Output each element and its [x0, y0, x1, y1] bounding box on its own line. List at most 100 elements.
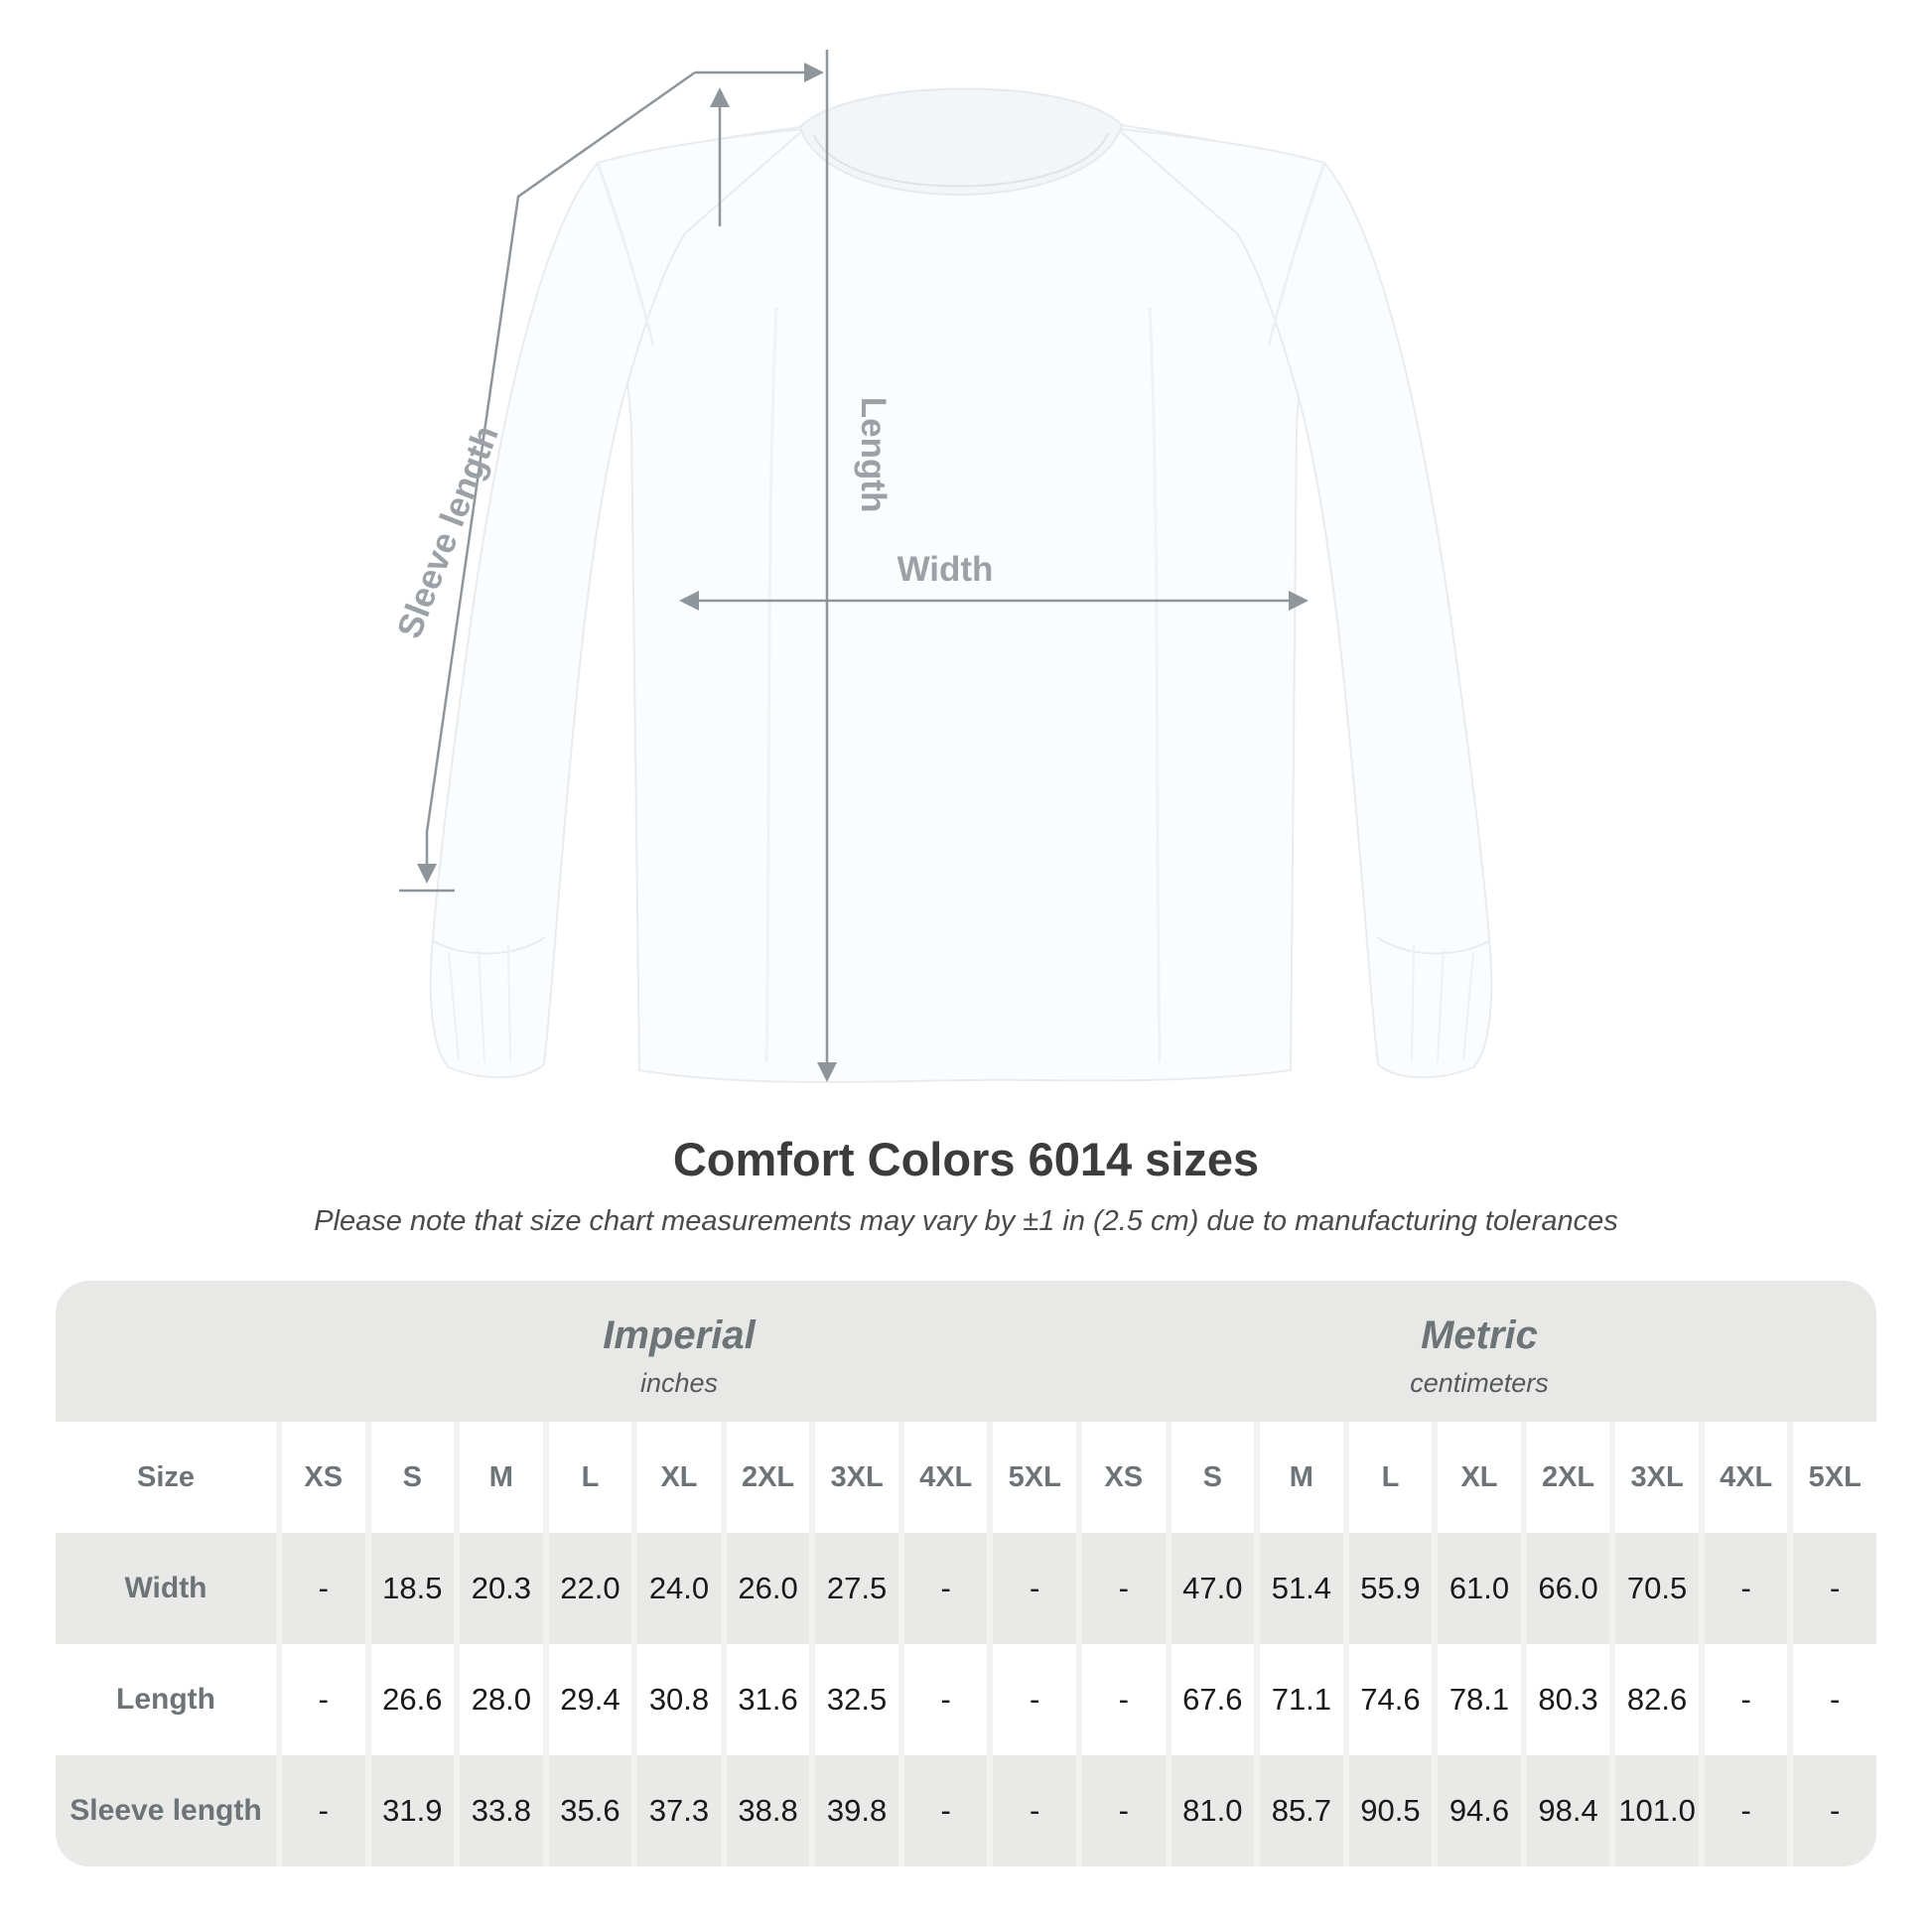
- value-cell: 38.8: [726, 1755, 810, 1866]
- size-header-cell: 3XL: [815, 1422, 898, 1533]
- left-cuff-gathers: [448, 944, 511, 1063]
- size-header-cell: XS: [1082, 1422, 1166, 1533]
- metric-group-header: Metric centimeters: [1082, 1281, 1876, 1422]
- shirt-illustration: Sleeve length Length Width: [390, 50, 1493, 1083]
- size-header-cell: L: [1348, 1422, 1433, 1533]
- value-cell: -: [282, 1533, 365, 1644]
- row-label: Length: [56, 1644, 276, 1755]
- right-armhole-seam: [1267, 162, 1326, 346]
- value-cell: -: [903, 1644, 988, 1755]
- metric-group-unit: centimeters: [1410, 1368, 1549, 1398]
- shirt-left-sleeve: [429, 127, 808, 1079]
- page-title: Comfort Colors 6014 sizes: [672, 1133, 1260, 1185]
- metric-group-name: Metric: [1421, 1313, 1538, 1357]
- value-cell: -: [903, 1755, 988, 1866]
- value-cell: 51.4: [1260, 1533, 1343, 1644]
- value-cell: 55.9: [1348, 1533, 1433, 1644]
- value-cell: -: [1704, 1644, 1788, 1755]
- value-cell: -: [1793, 1644, 1876, 1755]
- value-cell: 90.5: [1348, 1755, 1433, 1866]
- right-cuff-gathers: [1411, 944, 1474, 1063]
- size-header-cell: XL: [1438, 1422, 1521, 1533]
- arrowhead-down-sleeve: [417, 864, 437, 884]
- value-cell: 26.0: [726, 1533, 810, 1644]
- value-cell: 20.3: [460, 1533, 543, 1644]
- measurement-arrowheads: [417, 63, 1309, 1082]
- size-header-cell: 4XL: [1704, 1422, 1788, 1533]
- size-header-cell: 3XL: [1615, 1422, 1699, 1533]
- value-cell: -: [903, 1533, 988, 1644]
- value-cell: 94.6: [1438, 1755, 1521, 1866]
- value-cell: 27.5: [815, 1533, 898, 1644]
- size-header-cell: 5XL: [1793, 1422, 1876, 1533]
- shirt-right-sleeve: [1114, 127, 1493, 1079]
- size-header-cell: XS: [282, 1422, 365, 1533]
- value-cell: 98.4: [1526, 1755, 1610, 1866]
- value-cell: 61.0: [1438, 1533, 1521, 1644]
- value-cell: -: [993, 1644, 1076, 1755]
- value-cell: 31.9: [370, 1755, 455, 1866]
- size-header-cell: L: [548, 1422, 632, 1533]
- value-cell: 39.8: [815, 1755, 898, 1866]
- value-cell: 33.8: [460, 1755, 543, 1866]
- size-table: Imperial inches Metric centimeters Size X…: [56, 1281, 1876, 1866]
- imperial-group-header: Imperial inches: [282, 1281, 1076, 1422]
- left-armhole-seam: [596, 162, 655, 346]
- arrowhead-up: [710, 87, 730, 107]
- value-cell: 28.0: [460, 1644, 543, 1755]
- value-cell: 78.1: [1438, 1644, 1521, 1755]
- unit-group-headers: Imperial inches Metric centimeters: [56, 1281, 1876, 1422]
- size-header-cell: M: [1260, 1422, 1343, 1533]
- value-cell: 24.0: [637, 1533, 721, 1644]
- size-header-cell: 2XL: [1526, 1422, 1610, 1533]
- shirt-collar: [798, 87, 1124, 196]
- fold-line: [764, 307, 778, 1063]
- value-cell: 66.0: [1526, 1533, 1610, 1644]
- value-cell: 101.0: [1615, 1755, 1699, 1866]
- arrowhead-right: [804, 63, 824, 82]
- value-cell: 81.0: [1171, 1755, 1255, 1866]
- left-cuff-seam: [432, 936, 546, 955]
- value-cell: -: [1082, 1533, 1166, 1644]
- length-label: Length: [854, 397, 893, 513]
- value-cell: -: [993, 1755, 1076, 1866]
- measurement-lines: [399, 50, 1301, 1068]
- size-header-cell: S: [1171, 1422, 1255, 1533]
- value-cell: 70.5: [1615, 1533, 1699, 1644]
- value-cell: 80.3: [1526, 1644, 1610, 1755]
- value-cell: 30.8: [637, 1644, 721, 1755]
- value-cell: 74.6: [1348, 1644, 1433, 1755]
- value-cell: -: [993, 1533, 1076, 1644]
- value-cell: 26.6: [370, 1644, 455, 1755]
- value-cell: 22.0: [548, 1533, 632, 1644]
- value-cell: 29.4: [548, 1644, 632, 1755]
- arrowhead-left-width: [679, 591, 699, 611]
- size-grid: Size XS S M L XL 2XL 3XL 4XL 5XL XS S M L XL 2XL 3XL 4XL 5…: [56, 1422, 1876, 1866]
- row-label: Sleeve length: [56, 1755, 276, 1866]
- sleeve-length-line: [425, 70, 696, 870]
- value-cell: -: [1704, 1533, 1788, 1644]
- imperial-group-name: Imperial: [603, 1313, 756, 1357]
- row-label: Width: [56, 1533, 276, 1644]
- size-header-cell: 5XL: [993, 1422, 1076, 1533]
- value-cell: -: [1793, 1755, 1876, 1866]
- arrowhead-right-width: [1289, 591, 1309, 611]
- fold-line: [1148, 307, 1162, 1063]
- size-header-cell: M: [460, 1422, 543, 1533]
- width-label: Width: [897, 550, 994, 589]
- value-cell: 32.5: [815, 1644, 898, 1755]
- value-cell: 35.6: [548, 1755, 632, 1866]
- value-cell: -: [1793, 1533, 1876, 1644]
- size-header-cell: S: [370, 1422, 455, 1533]
- value-cell: 18.5: [370, 1533, 455, 1644]
- value-cell: -: [1082, 1644, 1166, 1755]
- value-cell: 71.1: [1260, 1644, 1343, 1755]
- value-cell: 85.7: [1260, 1755, 1343, 1866]
- value-cell: -: [282, 1755, 365, 1866]
- arrowhead-down-length: [817, 1062, 837, 1082]
- value-cell: -: [1082, 1755, 1166, 1866]
- size-col-header: Size: [56, 1422, 276, 1533]
- value-cell: 47.0: [1171, 1533, 1255, 1644]
- imperial-group-unit: inches: [639, 1368, 719, 1398]
- value-cell: 67.6: [1171, 1644, 1255, 1755]
